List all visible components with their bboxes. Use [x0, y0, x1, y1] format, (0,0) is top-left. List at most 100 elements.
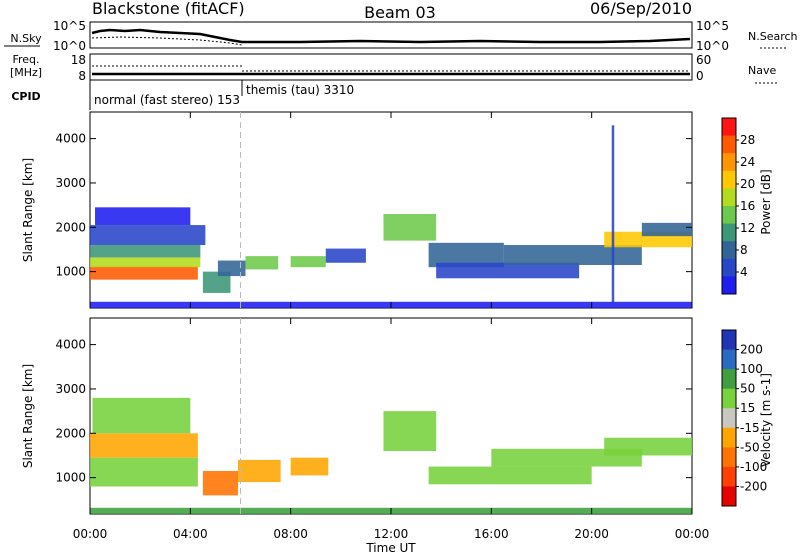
x-axis-label: Time UT [365, 541, 416, 554]
velocity-colorbar-tick-label-3: 15 [740, 401, 755, 415]
y-tick-label-0-2: 3000 [55, 176, 86, 190]
velocity-patch-2 [92, 397, 191, 434]
power-patch-12 [436, 262, 580, 279]
velocity-panel [89, 317, 693, 515]
freq-label: Freq. [12, 53, 39, 66]
y-tick-label-1-3: 4000 [55, 338, 86, 352]
nsky-label: N.Sky [10, 32, 42, 45]
nave-tick-top: 60 [696, 53, 711, 67]
power-patch-15 [641, 222, 692, 237]
freq-panel [89, 53, 693, 81]
x-tick-label-5: 20:00 [574, 527, 609, 541]
velocity-colorbar-tick-label-4: -15 [740, 421, 760, 435]
freq-tick-top: 18 [71, 53, 86, 67]
y-tick-label-1-0: 1000 [55, 471, 86, 485]
velocity-colorbar: 200 100 50 15 -15 -50 -100 -200 [721, 329, 767, 507]
power-patch-13 [503, 245, 642, 265]
beam-title: Beam 03 [364, 3, 436, 22]
nsearch-label: N.Search [748, 30, 798, 43]
x-tick-label-3: 12:00 [374, 527, 409, 541]
power-patch-5 [202, 271, 231, 293]
nsearch-tick-bottom: 10^0 [696, 39, 729, 53]
velocity-colorbar-swatch-7 [722, 466, 736, 487]
velocity-colorbar-swatch-6 [722, 447, 736, 468]
power-patch-0 [90, 266, 198, 280]
velocity-patch-7 [428, 466, 592, 485]
power-colorbar-tick-label-3: 16 [740, 199, 755, 213]
freq-unit-label: [MHz] [10, 66, 42, 79]
y-tick-label-0-3: 4000 [55, 132, 86, 146]
velocity-colorbar-tick-label-5: -50 [740, 440, 760, 454]
power-patch-9 [325, 248, 366, 263]
power-colorbar-swatch-8 [722, 258, 736, 277]
x-tick-label-0: 00:00 [73, 527, 108, 541]
x-tick-label-1: 04:00 [173, 527, 208, 541]
power-patch-6 [217, 260, 246, 277]
power-panel [89, 111, 693, 309]
velocity-colorbar-tick-label-6: -100 [740, 460, 767, 474]
velocity-colorbar-tick-label-2: 50 [740, 382, 755, 396]
power-colorbar-tick-label-2: 20 [740, 177, 755, 191]
power-colorbar-tick-label-1: 24 [740, 155, 755, 169]
power-colorbar-swatch-4 [722, 188, 736, 207]
velocity-colorbar-swatch-0 [722, 330, 736, 351]
nsky-tick-top: 10^5 [53, 19, 86, 33]
nave-label: Nave [748, 64, 776, 77]
power-colorbar-swatch-5 [722, 206, 736, 225]
power-colorbar-label: Power [dB] [759, 169, 773, 234]
power-patch-7 [245, 256, 279, 270]
nsky-panel [89, 21, 693, 49]
y-tick-label-0-0: 1000 [55, 265, 86, 279]
power-patch-10 [383, 213, 437, 241]
velocity-patch-5 [290, 457, 329, 476]
power-patch-2 [90, 245, 201, 258]
x-tick-label-6: 00:00 [675, 527, 710, 541]
x-tick-label-2: 08:00 [273, 527, 308, 541]
velocity-colorbar-swatch-8 [722, 486, 736, 507]
power-colorbar-tick-label-0: 28 [740, 133, 755, 147]
velocity-colorbar-tick-label-0: 200 [740, 343, 763, 357]
power-colorbar-swatch-9 [722, 276, 736, 295]
velocity-colorbar-swatch-3 [722, 388, 736, 409]
velocity-colorbar-swatch-4 [722, 408, 736, 429]
date-title: 06/Sep/2010 [590, 0, 692, 18]
velocity-colorbar-swatch-5 [722, 427, 736, 448]
power-colorbar-swatch-1 [722, 135, 736, 154]
nsearch-series [91, 36, 243, 46]
axes-layer: 00:00 04:00 08:00 12:00 16:00 20:00 00:00 1000 2… [55, 112, 709, 541]
power-colorbar-swatch-6 [722, 223, 736, 242]
y-tick-label-1-2: 3000 [55, 382, 86, 396]
power-colorbar-tick-label-4: 12 [740, 221, 755, 235]
power-y-axis-label: Slant Range [km] [21, 158, 35, 262]
power-colorbar-swatch-0 [722, 118, 736, 137]
nsky-tick-bottom: 10^0 [53, 39, 86, 53]
power-colorbar-tick-label-5: 8 [740, 243, 748, 257]
nsky-series [91, 28, 691, 44]
velocity-colorbar-label: Velocity [m s-1] [759, 373, 773, 467]
velocity-colorbar-frame [721, 329, 737, 507]
velocity-colorbar-tick-label-7: -200 [740, 479, 767, 493]
power-colorbar-tick-label-6: 4 [740, 265, 748, 279]
power-patch-1 [90, 257, 201, 268]
power-colorbar-swatch-3 [722, 170, 736, 189]
velocity-patch-6 [383, 411, 437, 452]
velocity-y-axis-label: Slant Range [km] [21, 364, 35, 468]
station-title: Blackstone (fitACF) [92, 0, 245, 18]
cpid-label: CPID [11, 90, 40, 103]
power-patch-4 [95, 207, 191, 226]
y-tick-label-1-1: 2000 [55, 426, 86, 440]
power-colorbar-swatch-2 [722, 153, 736, 172]
velocity-patch-0 [90, 457, 198, 487]
freq-tick-bottom: 8 [78, 69, 86, 83]
velocity-colorbar-swatch-1 [722, 349, 736, 370]
velocity-patch-3 [202, 470, 238, 496]
nsearch-tick-top: 10^5 [696, 19, 729, 33]
cpid-segment-2: themis (tau) 3310 [246, 83, 354, 97]
y-tick-label-0-1: 2000 [55, 220, 86, 234]
power-colorbar: 28 24 20 16 12 8 4 [721, 117, 755, 295]
nave-tick-bottom: 0 [696, 69, 704, 83]
power-patch-3 [90, 225, 206, 246]
velocity-patch-4 [237, 459, 281, 483]
velocity-colorbar-tick-label-1: 100 [740, 362, 763, 376]
